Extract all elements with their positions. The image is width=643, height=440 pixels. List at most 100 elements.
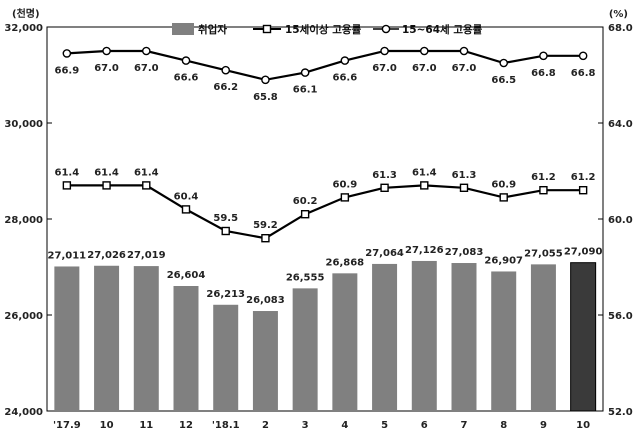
square-marker	[499, 193, 508, 202]
left-axis-ticks: 24,000 26,000 28,000 30,000 32,000	[4, 23, 52, 418]
bar-value-label: 27,055	[524, 248, 563, 259]
x-tick-label: 10	[100, 420, 114, 431]
bar	[530, 264, 556, 411]
bar-series	[54, 260, 597, 412]
circle-marker	[141, 46, 151, 56]
legend: 취업자 15세이상 고용률 15~64세 고용률	[172, 23, 483, 36]
bar-value-label: 27,090	[564, 247, 603, 258]
bar	[372, 263, 398, 411]
x-tick-label: 11	[139, 420, 153, 431]
bar	[332, 273, 358, 411]
line-value-label: 66.5	[491, 75, 516, 86]
bar-value-label: 27,083	[445, 247, 484, 258]
line-value-label: 61.2	[571, 172, 596, 183]
circle-marker	[459, 46, 469, 56]
legend-label-employed: 취업자	[198, 23, 227, 36]
square-marker	[181, 205, 191, 214]
bar-value-label: 27,019	[127, 250, 166, 261]
circle-marker	[261, 75, 270, 85]
bar	[94, 265, 120, 411]
line-value-label: 66.6	[333, 73, 358, 84]
right-tick-label: 64.0	[608, 119, 633, 130]
series-line	[66, 49, 584, 81]
circle-marker	[62, 49, 72, 58]
x-tick-label: 9	[540, 420, 547, 431]
square-marker	[62, 181, 72, 190]
line-value-label: 67.0	[372, 63, 397, 74]
square-marker	[539, 185, 548, 195]
bar	[213, 304, 239, 411]
square-marker	[221, 226, 230, 236]
line-value-label: 59.5	[213, 213, 238, 224]
x-tick-label: 10	[576, 420, 590, 431]
line-value-label: 65.8	[253, 92, 278, 103]
circle-marker	[380, 46, 389, 56]
x-tick-label: 4	[341, 420, 348, 431]
line-value-label: 67.0	[94, 63, 119, 74]
circle-marker	[539, 51, 548, 61]
left-tick-label: 30,000	[4, 119, 43, 130]
line-value-label: 60.9	[333, 179, 358, 190]
legend-swatch-employed	[172, 23, 194, 35]
x-tick-label: '17.9	[53, 420, 81, 431]
right-tick-label: 56.0	[608, 311, 633, 322]
bar-value-label: 26,083	[246, 295, 285, 306]
bar-value-label: 26,604	[167, 270, 206, 281]
line-value-label: 61.4	[134, 167, 159, 178]
line-value-label: 60.2	[293, 196, 318, 207]
line-series-15to64: 66.9 67.0 67.0 66.6 66.2 65.8 66.1 66.6 67.0 67.0…	[55, 46, 596, 103]
left-tick-label: 28,000	[4, 215, 43, 226]
series-line	[66, 184, 584, 240]
square-marker	[261, 233, 270, 243]
bar-value-label: 27,011	[48, 250, 87, 261]
line-value-label: 61.3	[372, 170, 397, 181]
circle-marker	[221, 65, 231, 75]
left-tick-label: 24,000	[4, 407, 43, 418]
circle-marker	[419, 46, 429, 56]
right-tick-label: 68.0	[608, 23, 633, 34]
circle-marker	[181, 56, 191, 65]
bar	[451, 263, 477, 411]
line-value-label: 67.0	[452, 63, 477, 74]
square-marker	[420, 181, 429, 190]
line-value-label: 61.4	[412, 167, 437, 178]
square-marker	[102, 181, 111, 190]
bar	[173, 286, 199, 411]
x-tick-label: 2	[262, 420, 269, 431]
circle-marker	[300, 68, 310, 77]
square-marker	[142, 181, 151, 190]
line-value-label: 67.0	[134, 63, 159, 74]
legend-square-marker	[262, 24, 272, 34]
legend-circle-marker	[381, 24, 391, 34]
bar	[292, 288, 318, 411]
square-marker	[380, 183, 389, 193]
x-tick-label: 7	[461, 420, 468, 431]
x-tick-label: '18.1	[212, 420, 240, 431]
line-value-label: 59.2	[253, 220, 278, 231]
bar	[411, 260, 437, 411]
square-marker	[459, 183, 469, 193]
line-value-label: 61.4	[94, 167, 119, 178]
square-marker	[300, 209, 310, 219]
bar-value-label: 26,213	[206, 289, 245, 300]
x-tick-label: 12	[179, 420, 193, 431]
bar	[491, 271, 517, 411]
left-axis-unit: (천명)	[12, 7, 40, 20]
line-value-label: 60.4	[174, 191, 199, 202]
line-value-label: 66.1	[293, 85, 318, 96]
legend-label-15to64: 15~64세 고용률	[402, 23, 483, 36]
line-value-label: 66.2	[213, 82, 238, 93]
line-value-label: 66.8	[531, 68, 556, 79]
x-tick-label: 8	[500, 420, 507, 431]
bar	[252, 311, 278, 411]
line-value-label: 67.0	[412, 63, 437, 74]
bar-value-label: 26,868	[326, 257, 365, 268]
circle-marker	[499, 58, 509, 68]
x-tick-label: 5	[381, 420, 388, 431]
bar-value-label: 27,026	[87, 250, 126, 261]
bar	[570, 262, 597, 412]
line-value-label: 66.8	[571, 68, 596, 79]
plot-frame	[46, 26, 604, 412]
